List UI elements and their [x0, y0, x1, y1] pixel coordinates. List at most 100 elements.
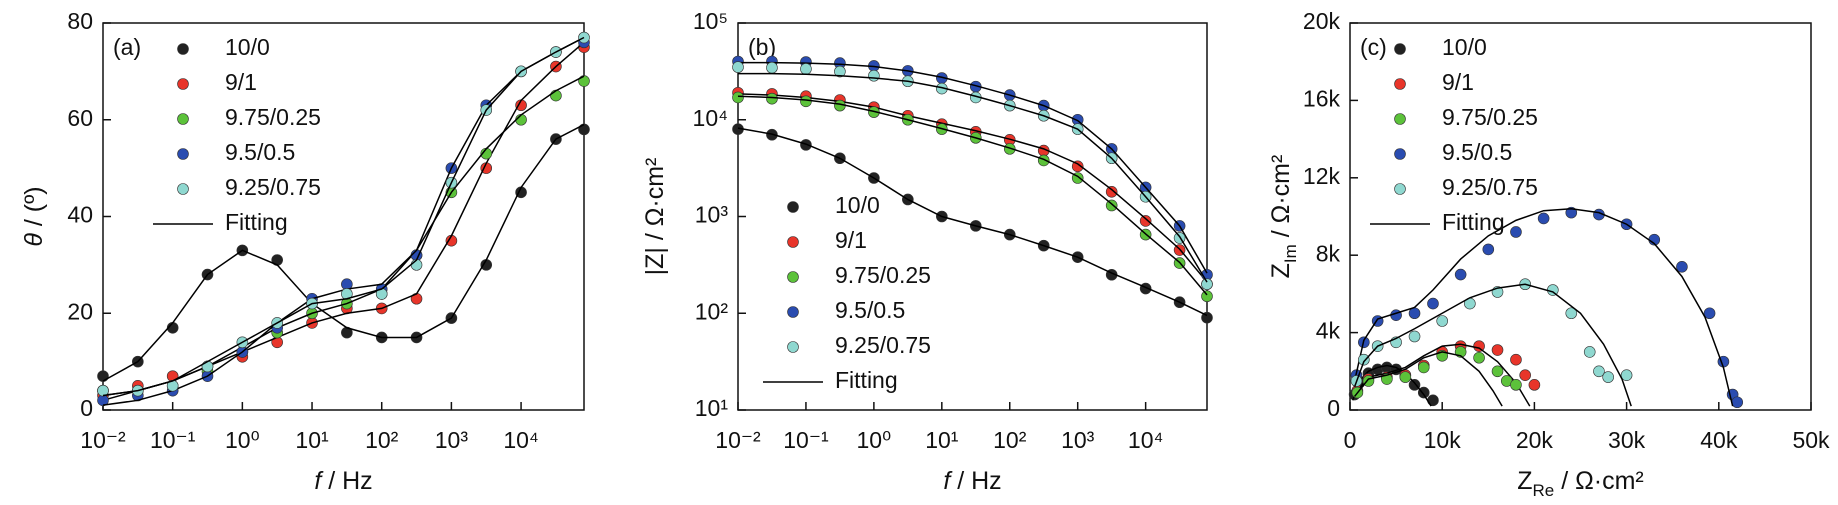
- x-tick-label: 10⁻¹: [150, 427, 196, 453]
- legend-marker: [787, 236, 799, 248]
- legend-label: 9.25/0.75: [1442, 174, 1538, 200]
- axis-label-part: |Z| / Ω·cm²: [641, 158, 669, 276]
- data-point: [1427, 297, 1439, 310]
- x-tick-label: 40k: [1700, 427, 1738, 453]
- legend-label: 9.5/0.5: [1442, 139, 1512, 165]
- axis-label-part: / (º): [20, 186, 48, 233]
- data-point: [1408, 379, 1421, 391]
- y-tick-label: 0: [1327, 395, 1340, 421]
- plot-frame: [1349, 22, 1812, 411]
- fit-line: [737, 93, 1208, 283]
- x-tick-label: 10²: [365, 427, 399, 453]
- data-point: [868, 69, 880, 82]
- fit-line: [102, 75, 585, 397]
- data-point: [1473, 351, 1485, 364]
- data-point: [1528, 379, 1541, 391]
- axis-label-part: f: [943, 467, 953, 495]
- x-tick-label: 10k: [1424, 427, 1462, 453]
- x-tick-label: 10¹: [295, 427, 329, 453]
- data-point: [1482, 243, 1495, 256]
- x-tick-label: 10⁻¹: [783, 427, 829, 453]
- data-point: [1408, 330, 1421, 343]
- legend-marker: [1394, 148, 1406, 160]
- y-tick-label: 10⁴: [693, 105, 728, 131]
- data-point: [1583, 346, 1596, 358]
- axis-label: θ / (º): [20, 186, 48, 246]
- legend-label: 9/1: [835, 227, 867, 253]
- data-point: [410, 259, 423, 271]
- data-point: [1620, 369, 1633, 381]
- data-point: [1417, 361, 1430, 374]
- axis-label-part: f: [314, 467, 324, 495]
- data-point: [1510, 226, 1522, 238]
- fit-line: [738, 72, 1208, 283]
- fit-line: [1354, 351, 1503, 407]
- data-point: [1201, 278, 1213, 290]
- y-tick-label: 12k: [1303, 163, 1341, 189]
- data-point: [1602, 371, 1614, 383]
- data-point: [1593, 365, 1605, 378]
- legend-label: 9.5/0.5: [835, 297, 905, 323]
- y-tick-label: 8k: [1316, 240, 1341, 266]
- axis-label-part: / Hz: [321, 467, 372, 495]
- legend-marker: [1394, 78, 1406, 90]
- axis-label-part: / Ω·cm²: [1554, 467, 1644, 495]
- legend-marker: [177, 43, 189, 55]
- y-tick-label: 10¹: [695, 395, 729, 421]
- legend-label: 9/1: [1442, 69, 1474, 95]
- data-point: [1454, 268, 1467, 281]
- fit-line: [102, 36, 585, 397]
- y-tick-label: 0: [80, 395, 93, 421]
- legend-label: Fitting: [1442, 209, 1505, 235]
- axis-label-part: Im: [1281, 244, 1300, 263]
- data-point: [1139, 215, 1152, 227]
- legend-label: 9.25/0.75: [225, 174, 321, 200]
- data-point: [732, 91, 744, 104]
- data-point: [201, 360, 214, 373]
- data-point: [834, 65, 846, 78]
- data-point: [550, 89, 562, 102]
- axis-label-part: θ: [20, 233, 48, 247]
- legend-marker: [787, 201, 799, 213]
- data-point: [1358, 353, 1370, 366]
- data-point: [1491, 344, 1504, 356]
- legend-marker: [1394, 113, 1406, 125]
- data-point: [1703, 307, 1716, 320]
- y-tick-label: 20: [67, 298, 93, 324]
- legend-label: 10/0: [1442, 34, 1487, 60]
- y-tick-label: 20k: [1303, 8, 1341, 34]
- axis-label-part: Z: [1517, 467, 1532, 495]
- data-point: [1105, 199, 1118, 212]
- data-point: [1436, 315, 1448, 327]
- legend-label: 9.25/0.75: [835, 332, 931, 358]
- legend-label: 9.75/0.25: [225, 104, 321, 130]
- x-tick-label: 10²: [993, 427, 1027, 453]
- y-tick-label: 40: [67, 202, 93, 228]
- y-tick-label: 16k: [1303, 85, 1341, 111]
- panel-label: (c): [1360, 34, 1387, 60]
- axis-label-part: Re: [1533, 481, 1555, 500]
- legend-label: Fitting: [835, 367, 898, 393]
- data-point: [732, 61, 744, 73]
- data-point: [1071, 160, 1084, 173]
- legend-label: 9/1: [225, 69, 257, 95]
- data-point: [1105, 186, 1118, 198]
- y-tick-label: 10⁵: [693, 8, 728, 34]
- data-point: [97, 370, 109, 382]
- x-tick-label: 10⁻²: [80, 427, 126, 453]
- legend-label: 9.5/0.5: [225, 139, 295, 165]
- axis-label: ZRe / Ω·cm²: [1517, 467, 1644, 500]
- legend-label: Fitting: [225, 209, 288, 235]
- fit-line: [738, 61, 1208, 274]
- axis-label-part: Z: [1267, 263, 1295, 278]
- legend-marker: [177, 183, 189, 195]
- legend-marker: [787, 341, 799, 353]
- y-tick-label: 10²: [695, 298, 729, 324]
- fit-line: [1353, 283, 1632, 407]
- x-tick-label: 10³: [1061, 427, 1095, 453]
- axis-label: ZIm / Ω·cm²: [1267, 155, 1300, 279]
- legend-label: 9.75/0.25: [835, 262, 931, 288]
- data-point: [766, 92, 778, 105]
- data-point: [578, 123, 590, 136]
